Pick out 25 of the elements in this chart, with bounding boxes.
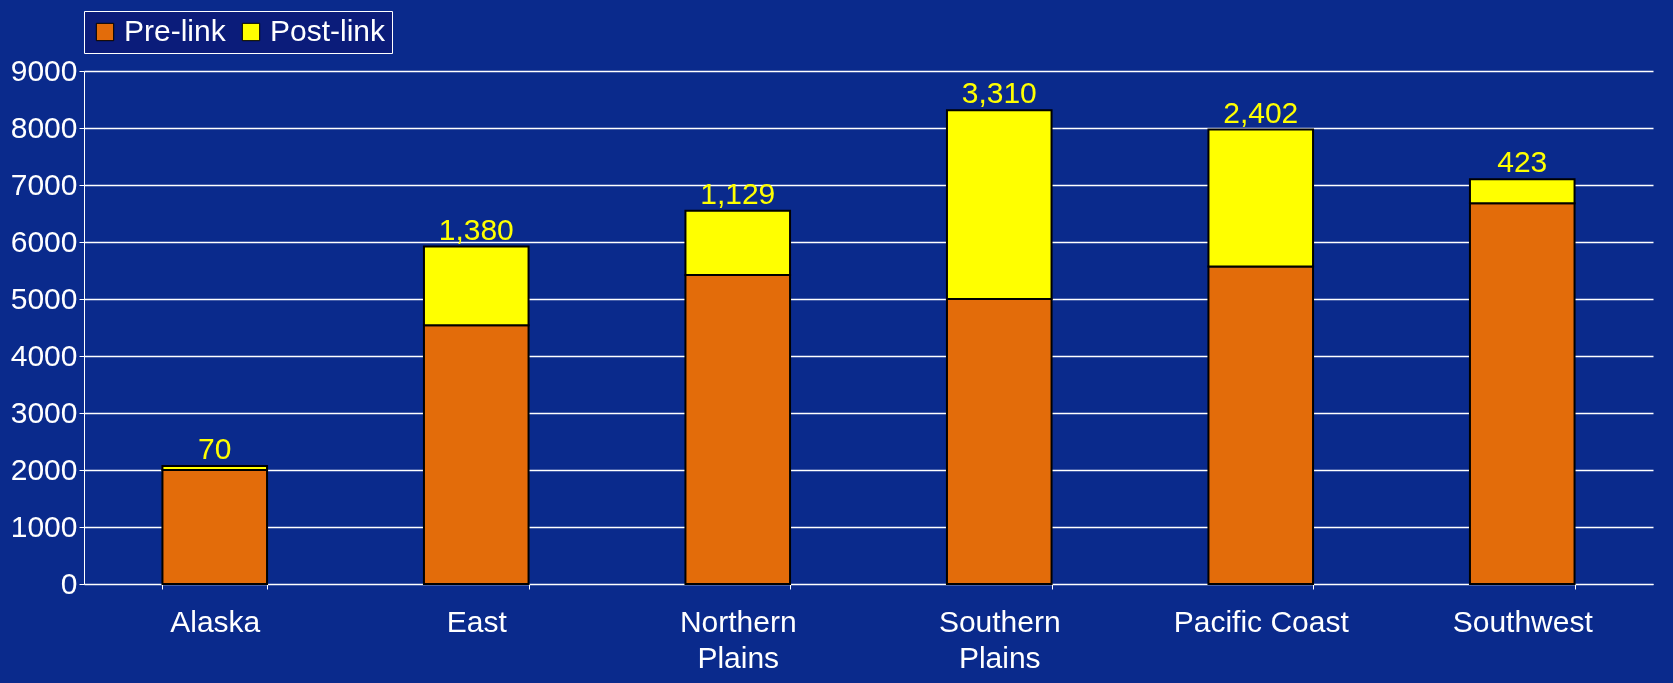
y-tick-label: 6000 [10, 224, 78, 258]
y-tick-label: 1000 [10, 509, 78, 543]
y-tick-label: 3000 [10, 395, 78, 429]
legend-label: Post-link [270, 14, 387, 47]
y-tick-label: 7000 [10, 167, 78, 201]
y-tick-label: 4000 [10, 338, 78, 372]
y-tick-label: 5000 [10, 281, 78, 315]
x-tick-label: Northern Plains [679, 604, 797, 674]
y-tick-label: 0 [60, 566, 78, 600]
y-tick-label: 2000 [10, 452, 78, 486]
x-tick-label: East [446, 604, 508, 638]
y-tick-label: 9000 [10, 53, 78, 87]
data-label: 423 [1497, 145, 1548, 179]
x-tick-label: Pacific Coast [1173, 604, 1350, 638]
x-tick-label: Southern Plains [938, 604, 1061, 674]
legend-label: Pre-link [124, 14, 227, 47]
bar [161, 469, 269, 585]
data-label: 1,129 [700, 176, 776, 210]
x-tick-label: Alaska [170, 604, 261, 638]
data-label: 2,402 [1223, 95, 1299, 129]
y-tick-label: 8000 [10, 110, 78, 144]
data-label: 70 [198, 432, 232, 466]
x-tick-label: Southwest [1452, 604, 1594, 638]
data-label: 3,310 [961, 76, 1037, 110]
data-label: 1,380 [438, 212, 514, 246]
